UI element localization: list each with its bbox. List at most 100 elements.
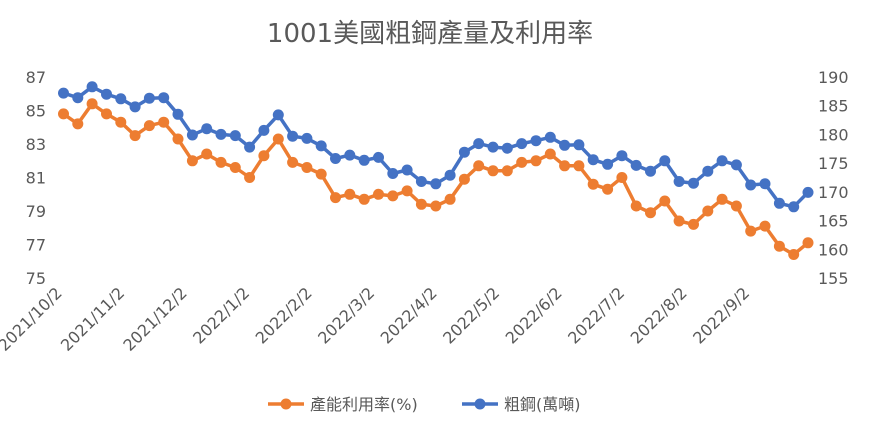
data-point-1 bbox=[759, 178, 771, 190]
data-point-1 bbox=[115, 93, 127, 105]
data-point-0 bbox=[401, 185, 413, 197]
data-point-1 bbox=[473, 138, 485, 150]
data-point-1 bbox=[573, 139, 585, 151]
data-point-0 bbox=[72, 118, 84, 130]
data-point-0 bbox=[473, 160, 485, 172]
data-point-0 bbox=[58, 108, 69, 120]
data-point-0 bbox=[530, 155, 542, 167]
data-point-0 bbox=[172, 133, 184, 145]
data-point-1 bbox=[315, 140, 327, 152]
data-point-0 bbox=[745, 225, 757, 237]
data-point-1 bbox=[287, 130, 299, 142]
x-tick-label: 2021/11/2 bbox=[57, 283, 128, 354]
data-point-1 bbox=[659, 155, 671, 167]
data-point-1 bbox=[244, 141, 256, 153]
data-point-1 bbox=[444, 169, 456, 181]
data-point-1 bbox=[716, 155, 728, 167]
x-tick-label: 2021/10/2 bbox=[0, 283, 66, 354]
x-tick-label: 2021/12/2 bbox=[119, 283, 190, 354]
data-point-0 bbox=[315, 168, 327, 180]
data-point-0 bbox=[301, 162, 313, 173]
right-tick-label: 165 bbox=[818, 212, 849, 231]
data-point-0 bbox=[645, 207, 656, 219]
right-tick-label: 155 bbox=[818, 269, 849, 288]
data-point-0 bbox=[773, 240, 785, 252]
data-point-1 bbox=[745, 179, 757, 191]
data-point-1 bbox=[330, 153, 341, 164]
left-tick-label: 79 bbox=[26, 202, 46, 221]
data-point-1 bbox=[530, 135, 542, 147]
data-point-0 bbox=[487, 165, 499, 177]
data-point-0 bbox=[616, 172, 628, 183]
right-tick-label: 185 bbox=[818, 97, 849, 116]
legend-marker-steel bbox=[474, 398, 486, 410]
data-point-0 bbox=[444, 193, 456, 205]
right-tick-label: 190 bbox=[818, 68, 849, 87]
x-tick-label: 2022/9/2 bbox=[689, 283, 753, 347]
x-tick-label: 2022/7/2 bbox=[564, 283, 628, 347]
right-tick-label: 175 bbox=[818, 154, 849, 173]
data-point-0 bbox=[602, 183, 614, 195]
data-point-0 bbox=[630, 200, 642, 212]
data-point-1 bbox=[301, 132, 313, 144]
data-point-1 bbox=[143, 92, 155, 104]
data-point-0 bbox=[544, 148, 556, 160]
data-point-0 bbox=[244, 172, 256, 183]
left-tick-label: 83 bbox=[26, 135, 46, 154]
data-point-0 bbox=[272, 133, 284, 145]
data-point-0 bbox=[287, 156, 299, 168]
data-point-0 bbox=[516, 156, 528, 168]
x-tick-label: 2022/1/2 bbox=[189, 283, 253, 347]
right-tick-label: 180 bbox=[818, 125, 849, 144]
data-point-1 bbox=[129, 101, 141, 113]
data-point-0 bbox=[702, 205, 714, 217]
data-point-1 bbox=[58, 87, 69, 99]
x-tick-label: 2022/6/2 bbox=[502, 283, 566, 347]
data-point-0 bbox=[358, 193, 370, 205]
data-point-0 bbox=[373, 188, 384, 200]
x-tick-label: 2022/3/2 bbox=[314, 283, 378, 347]
left-tick-label: 87 bbox=[26, 68, 46, 87]
data-point-0 bbox=[344, 188, 356, 200]
data-point-1 bbox=[272, 109, 284, 121]
data-point-0 bbox=[186, 155, 198, 167]
data-point-1 bbox=[172, 108, 184, 120]
data-point-0 bbox=[201, 148, 213, 160]
x-axis: 2021/10/22021/11/22021/12/22022/1/22022/… bbox=[0, 283, 753, 354]
data-point-1 bbox=[645, 165, 656, 177]
data-point-0 bbox=[587, 178, 599, 190]
data-point-0 bbox=[258, 150, 270, 162]
data-point-1 bbox=[802, 186, 814, 198]
data-point-1 bbox=[215, 128, 227, 140]
left-axis: 75 77 79 81 83 85 87 bbox=[26, 68, 46, 288]
data-point-0 bbox=[115, 116, 127, 128]
data-point-0 bbox=[430, 200, 442, 212]
data-point-1 bbox=[544, 131, 556, 143]
data-point-1 bbox=[186, 129, 198, 141]
data-point-1 bbox=[559, 139, 571, 151]
data-point-0 bbox=[759, 220, 771, 232]
data-point-0 bbox=[673, 215, 685, 227]
legend-label-utilization: 產能利用率(%) bbox=[310, 395, 418, 414]
data-point-1 bbox=[730, 159, 742, 171]
data-point-1 bbox=[358, 154, 370, 166]
data-point-1 bbox=[673, 176, 685, 187]
data-point-0 bbox=[415, 198, 427, 210]
left-tick-label: 75 bbox=[26, 269, 46, 288]
x-tick-label: 2022/4/2 bbox=[377, 283, 441, 347]
data-point-1 bbox=[788, 201, 800, 213]
data-point-1 bbox=[516, 138, 528, 150]
data-point-1 bbox=[501, 142, 513, 154]
data-point-0 bbox=[573, 160, 585, 172]
right-axis: 155 160 165 170 175 180 185 190 bbox=[818, 68, 849, 288]
data-point-0 bbox=[730, 200, 742, 212]
data-point-1 bbox=[487, 141, 499, 153]
x-tick-label: 2022/2/2 bbox=[252, 283, 316, 347]
data-point-1 bbox=[158, 92, 170, 104]
data-point-0 bbox=[688, 218, 699, 230]
data-point-1 bbox=[458, 146, 470, 158]
legend-label-steel: 粗鋼(萬噸) bbox=[504, 395, 581, 414]
right-tick-label: 170 bbox=[818, 183, 849, 202]
